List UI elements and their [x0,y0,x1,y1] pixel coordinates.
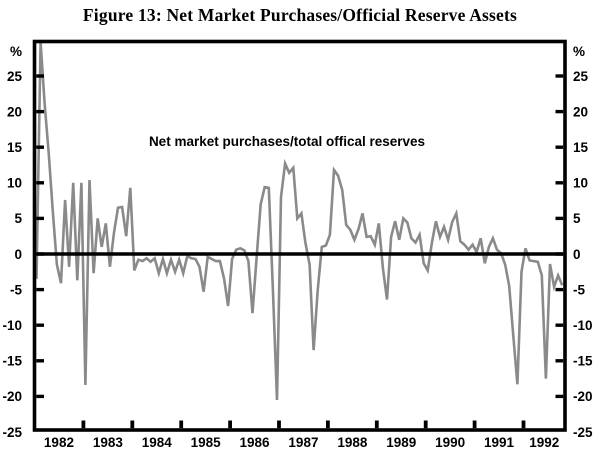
x-axis-label: 1991 [484,435,515,450]
y-axis-label-left: -5 [10,282,22,297]
y-axis-label-right: 25 [573,69,589,84]
y-axis-label-left: 10 [7,176,22,191]
y-axis-label-right: 20 [573,104,588,119]
data-line [35,42,564,401]
y-axis-label-right: 0 [573,247,581,262]
percent-label-left: % [10,44,22,59]
x-axis-label: 1988 [337,435,368,450]
y-axis-label-left: 0 [14,247,22,262]
y-axis-label-left: -20 [2,389,22,404]
plot-frame [32,39,567,432]
annotation-label: Net market purchases/total offical reser… [149,134,425,149]
x-axis-label: 1992 [529,435,559,450]
percent-label-right: % [573,44,585,59]
y-axis-label-right: 10 [573,176,588,191]
y-axis-label-left: 5 [14,211,22,226]
y-axis-label-right: -10 [573,318,593,333]
y-axis-label-left: 15 [7,140,23,155]
y-axis-label-left: -25 [2,425,22,440]
y-axis-label-left: -15 [2,354,22,369]
y-axis-label-left: 20 [7,104,22,119]
y-axis-label-right: -15 [573,354,593,369]
y-axis-label-left: -10 [2,318,22,333]
x-axis-label: 1985 [191,435,222,450]
x-axis-label: 1983 [93,435,124,450]
y-axis-label-right: 15 [573,140,589,155]
y-axis-label-right: -20 [573,389,593,404]
y-axis-label-right: -5 [573,282,585,297]
x-axis-label: 1986 [240,435,271,450]
y-axis-label-right: -25 [573,425,593,440]
x-axis-label: 1990 [435,435,465,450]
x-axis-label: 1982 [44,435,74,450]
figure-title: Figure 13: Net Market Purchases/Official… [82,5,518,25]
y-axis-label-right: 5 [573,211,581,226]
y-axis-label-left: 25 [7,69,23,84]
x-axis-label: 1989 [386,435,416,450]
x-axis-label: 1984 [142,435,173,450]
x-axis-label: 1987 [288,435,318,450]
